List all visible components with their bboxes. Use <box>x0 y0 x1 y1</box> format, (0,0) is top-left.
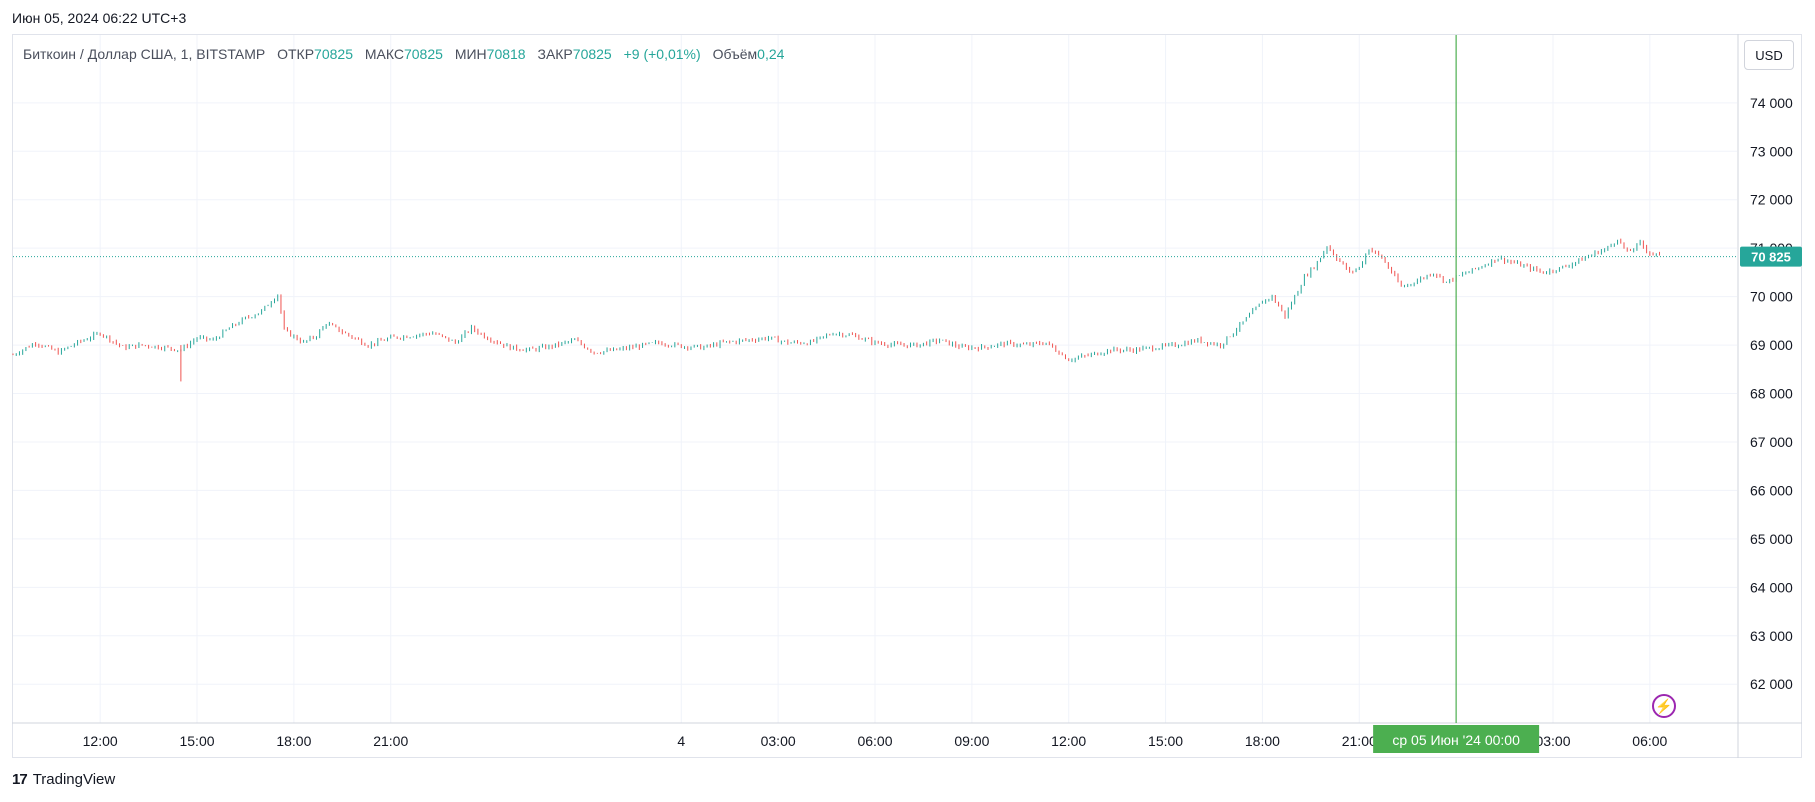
legend-low-label: МИН <box>454 46 487 62</box>
chart-frame <box>12 34 1802 758</box>
legend-high-value: 70825 <box>403 46 443 62</box>
ohlc-legend: Биткоин / Доллар США, 1, BITSTAMP ОТКР70… <box>23 46 784 62</box>
x-tick-label: 18:00 <box>276 733 311 749</box>
legend-close-value: 70825 <box>572 46 612 62</box>
x-tick-label: 15:00 <box>179 733 214 749</box>
legend-open-label: ОТКР <box>277 46 315 62</box>
tradingview-brand: TradingView <box>32 771 116 788</box>
last-price-label: 70 825 <box>1751 250 1791 265</box>
y-tick-label: 72 000 <box>1750 192 1793 208</box>
chart-datetime: Июн 05, 2024 06:22 UTC+3 <box>12 10 187 26</box>
x-tick-label: 15:00 <box>1148 733 1183 749</box>
y-tick-label: 68 000 <box>1750 386 1793 402</box>
legend-close-label: ЗАКР <box>537 46 573 62</box>
y-tick-label: 67 000 <box>1750 434 1793 450</box>
tradingview-footer[interactable]: 17 TradingView <box>12 771 115 788</box>
x-tick-label: 4 <box>677 733 685 749</box>
x-tick-label: 18:00 <box>1245 733 1280 749</box>
crosshair-time-badge <box>1373 725 1540 753</box>
x-tick-label: 09:00 <box>954 733 989 749</box>
y-tick-label: 73 000 <box>1750 143 1793 159</box>
legend-open-value: 70825 <box>314 46 353 62</box>
crosshair-time-label: ср 05 Июн '24 00:00 <box>1392 732 1520 748</box>
x-tick-label: 06:00 <box>857 733 892 749</box>
x-tick-label: 12:00 <box>83 733 118 749</box>
y-tick-label: 65 000 <box>1750 531 1793 547</box>
tradingview-logo-icon: 17 <box>12 771 28 788</box>
y-tick-label: 62 000 <box>1750 676 1793 692</box>
y-tick-label: 69 000 <box>1750 337 1793 353</box>
x-tick-label: 03:00 <box>1535 733 1570 749</box>
y-tick-label: 70 000 <box>1750 289 1793 305</box>
legend-symbol: Биткоин / Доллар США, 1, BITSTAMP <box>23 46 266 62</box>
x-tick-label: 21:00 <box>1342 733 1377 749</box>
y-tick-label: 63 000 <box>1750 628 1793 644</box>
lightning-icon[interactable]: ⚡ <box>1652 694 1676 718</box>
y-tick-label: 74 000 <box>1750 95 1793 111</box>
legend-volume-label: Объём <box>712 46 758 62</box>
y-tick-label: 64 000 <box>1750 579 1793 595</box>
y-tick-label: 66 000 <box>1750 482 1793 498</box>
legend-change: +9 (+0,01%) <box>623 46 701 62</box>
x-tick-label: 03:00 <box>761 733 796 749</box>
legend-high-label: МАКС <box>364 46 404 62</box>
currency-button[interactable]: USD <box>1744 40 1794 70</box>
x-tick-label: 21:00 <box>373 733 408 749</box>
x-tick-label: 06:00 <box>1632 733 1667 749</box>
x-tick-label: 12:00 <box>1051 733 1086 749</box>
legend-volume-value: 0,24 <box>757 46 785 62</box>
last-price-badge <box>1740 246 1802 267</box>
legend-low-value: 70818 <box>486 46 526 62</box>
